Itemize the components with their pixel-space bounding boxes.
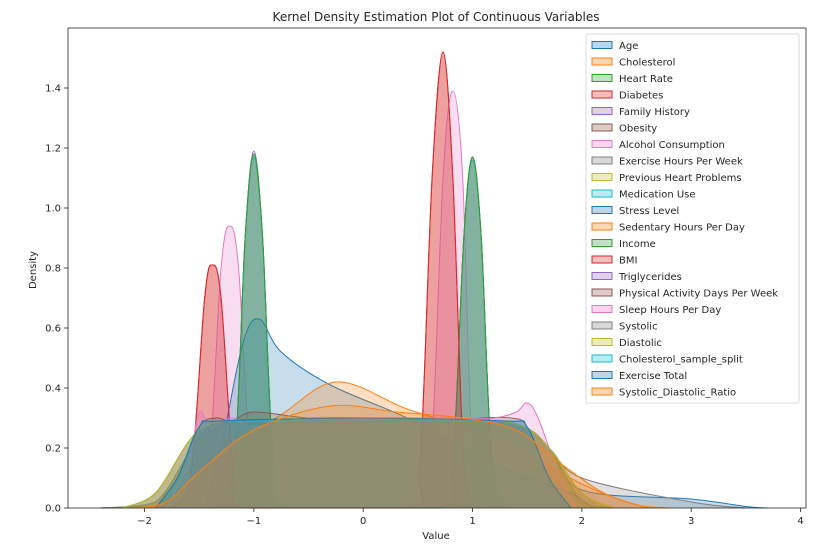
legend-label: BMI <box>619 256 637 267</box>
density-area-8 <box>122 420 615 508</box>
density-line-11 <box>144 381 670 509</box>
legend-swatch <box>591 206 613 214</box>
legend-label: Sedentary Hours Per Day <box>619 223 745 234</box>
legend-swatch <box>591 90 613 99</box>
legend-label: Physical Activity Days Per Week <box>619 289 778 300</box>
density-line-7 <box>100 417 746 509</box>
y-tick-label: 0.4 <box>45 384 61 395</box>
y-tick-label: 0.0 <box>45 504 61 515</box>
y-axis: 0.0 0.2 0.4 0.6 0.8 1.0 1.2 1.4 <box>45 84 68 515</box>
legend-label: Previous Heart Problems <box>619 173 742 184</box>
density-area-14 <box>122 420 615 508</box>
y-tick-label: 0.2 <box>45 444 61 455</box>
legend-label: Heart Rate <box>619 74 673 85</box>
y-tick-label: 1.2 <box>45 144 61 155</box>
density-line-20 <box>155 417 572 509</box>
legend-label: Exercise Total <box>619 371 687 382</box>
density-area-6 <box>188 91 486 508</box>
legend-label: Systolic_Diastolic_Ratio <box>619 388 736 399</box>
legend-label: Cholesterol <box>619 58 675 69</box>
density-area-16 <box>166 402 577 508</box>
density-area-12 <box>215 154 510 508</box>
density-area-19 <box>155 420 571 508</box>
x-tick-label: 1 <box>469 516 475 527</box>
y-tick-label: 1.4 <box>45 84 61 95</box>
density-area-13 <box>171 52 475 508</box>
y-axis-label: Density <box>28 251 39 289</box>
density-area-4 <box>215 151 510 508</box>
legend-swatch <box>591 354 613 363</box>
legend-swatch <box>591 338 613 346</box>
legend-label: Stress Level <box>619 206 679 217</box>
legend-swatch <box>591 41 613 49</box>
x-tick-label: 3 <box>688 516 694 527</box>
x-axis: −2 −1 0 1 2 3 4 <box>137 508 804 527</box>
legend-box <box>585 33 800 404</box>
x-tick-label: 0 <box>360 516 366 527</box>
y-tick-label: 0.6 <box>45 324 61 335</box>
density-area-11 <box>144 381 670 508</box>
legend-swatch <box>591 123 613 132</box>
x-tick-label: −2 <box>137 516 152 527</box>
density-area-17 <box>122 420 615 508</box>
legend-swatch <box>591 189 613 198</box>
legend-swatch <box>591 387 613 396</box>
legend-swatch <box>591 222 613 231</box>
density-area-18 <box>122 420 615 508</box>
legend-label: Diabetes <box>619 91 663 102</box>
density-line-21 <box>133 404 648 509</box>
legend-swatch <box>591 57 613 66</box>
legend-label: Medication Use <box>619 190 696 201</box>
legend-label: Family History <box>619 107 690 118</box>
density-area-9 <box>215 157 510 508</box>
y-tick-label: 1.0 <box>45 204 61 215</box>
legend-label: Cholesterol_sample_split <box>619 355 743 366</box>
density-area-0 <box>100 418 768 508</box>
plot-area <box>100 51 768 509</box>
density-area-15 <box>155 411 571 508</box>
legend-label: Triglycerides <box>618 272 682 283</box>
legend-swatch <box>591 140 613 148</box>
density-line-10 <box>204 318 594 509</box>
x-axis-label: Value <box>422 531 449 542</box>
legend-swatch <box>591 239 613 247</box>
legend-swatch <box>591 288 613 297</box>
density-area-2 <box>111 420 615 508</box>
density-area-1 <box>100 420 615 508</box>
legend-swatch <box>591 173 613 181</box>
x-tick-label: −1 <box>246 516 261 527</box>
density-area-20 <box>155 418 571 508</box>
legend: Age Cholesterol Heart Rate Diabetes Family H… <box>585 33 800 404</box>
legend-label: Exercise Hours Per Week <box>619 157 743 168</box>
legend-label: Diastolic <box>619 338 662 349</box>
y-tick-label: 0.8 <box>45 264 61 275</box>
legend-swatch <box>591 156 613 165</box>
legend-label: Obesity <box>619 124 657 135</box>
legend-swatch <box>591 305 613 313</box>
density-area-21 <box>133 405 648 508</box>
legend-label: Income <box>619 239 656 250</box>
density-area-10 <box>204 318 593 508</box>
legend-swatch <box>591 255 613 264</box>
legend-swatch <box>591 321 613 330</box>
x-tick-label: 4 <box>797 516 803 527</box>
legend-swatch <box>591 272 613 280</box>
legend-swatch <box>591 107 613 115</box>
legend-label: Sleep Hours Per Day <box>619 305 721 316</box>
legend-swatch <box>591 74 613 82</box>
legend-swatch <box>591 371 613 379</box>
chart-title: Kernel Density Estimation Plot of Contin… <box>273 10 600 24</box>
x-tick-label: 2 <box>579 516 585 527</box>
density-area-3 <box>171 52 475 508</box>
legend-label: Systolic <box>619 322 658 333</box>
density-area-5 <box>215 154 510 508</box>
legend-label: Age <box>619 41 638 52</box>
legend-label: Alcohol Consumption <box>619 140 725 151</box>
